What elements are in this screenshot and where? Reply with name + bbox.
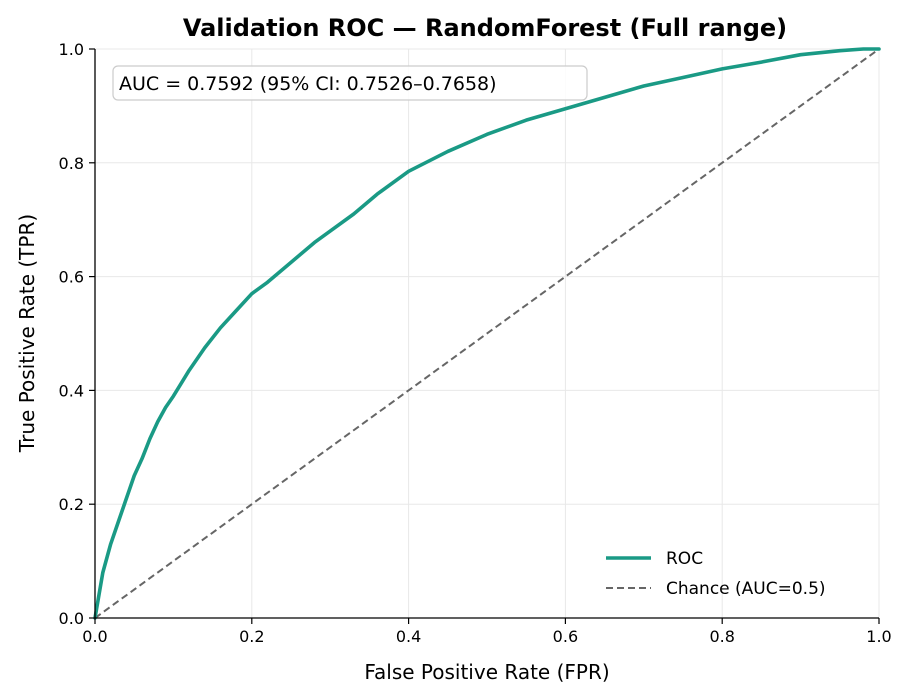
series-layer — [93, 47, 881, 620]
chance-line — [94, 48, 880, 619]
y-tick-label: 0.0 — [59, 609, 84, 628]
x-tick-label: 0.6 — [553, 627, 578, 646]
y-tick-label: 0.8 — [59, 154, 84, 173]
y-ticks: 0.0 0.2 0.4 0.6 0.8 1.0 — [59, 40, 95, 628]
auc-annotation: AUC = 0.7592 (95% CI: 0.7526–0.7658) — [112, 65, 588, 101]
chart-title: Validation ROC — RandomForest (Full rang… — [183, 14, 787, 42]
y-tick-label: 1.0 — [59, 40, 84, 59]
x-tick-label: 0.8 — [709, 627, 734, 646]
legend-label: Chance (AUC=0.5) — [666, 579, 826, 599]
x-tick-label: 0.0 — [82, 627, 107, 646]
roc-curve — [93, 47, 881, 620]
y-tick-label: 0.2 — [59, 495, 84, 514]
x-ticks: 0.0 0.2 0.4 0.6 0.8 1.0 — [82, 618, 892, 646]
y-axis-label: True Positive Rate (TPR) — [15, 214, 39, 453]
auc-annotation-text: AUC = 0.7592 (95% CI: 0.7526–0.7658) — [119, 73, 497, 95]
x-axis-label: False Positive Rate (FPR) — [364, 660, 609, 684]
y-tick-label: 0.4 — [59, 381, 84, 400]
x-tick-label: 0.4 — [396, 627, 421, 646]
legend: ROC Chance (AUC=0.5) — [606, 549, 826, 599]
y-tick-label: 0.6 — [59, 268, 84, 287]
auc-annotation-box — [112, 65, 588, 101]
legend-label: ROC — [666, 549, 703, 569]
x-tick-label: 0.2 — [239, 627, 264, 646]
x-tick-label: 1.0 — [866, 627, 891, 646]
